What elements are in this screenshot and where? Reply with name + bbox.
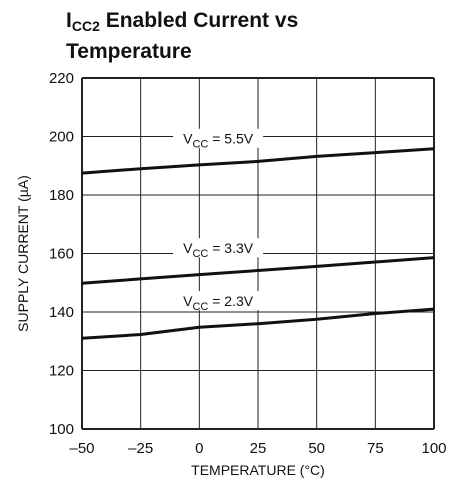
- y-axis-label: SUPPLY CURRENT (µA): [15, 175, 31, 332]
- series-line-2: [81, 256, 435, 285]
- x-tick-label: 75: [367, 440, 384, 457]
- y-tick-label: 180: [49, 187, 74, 204]
- series-label-3: VCC = 2.3V: [183, 293, 254, 313]
- series-labels: VCC = 5.5V VCC = 3.3V VCC = 2.3V: [173, 128, 264, 313]
- grid: [81, 77, 435, 430]
- y-tick-label: 100: [49, 421, 74, 438]
- x-tick-label: 50: [308, 440, 325, 457]
- title-line-1: ICC2 Enabled Current vs: [66, 9, 299, 34]
- series-label-1: VCC = 5.5V: [183, 131, 254, 151]
- y-tick-label: 120: [49, 363, 74, 380]
- title-main: I: [66, 9, 72, 32]
- x-tick-label: –50: [69, 440, 94, 457]
- series-line-3: [81, 307, 435, 340]
- chart-title: ICC2 Enabled Current vs Temperature: [66, 8, 298, 64]
- y-tick-label: 160: [49, 246, 74, 263]
- title-subscript: CC2: [71, 18, 100, 34]
- x-tick-label: 100: [421, 440, 446, 457]
- title-line-2: Temperature: [66, 40, 192, 63]
- tick-labels: –50 –25 0 25 50 75 100 100 120 140 160 180 200 220: [49, 70, 447, 457]
- title-line1-rest: Enabled Current vs: [99, 9, 299, 32]
- x-axis-label: TEMPERATURE (°C): [191, 462, 325, 478]
- series-line-1: [81, 147, 435, 175]
- y-tick-label: 140: [49, 304, 74, 321]
- y-tick-label: 220: [49, 70, 74, 87]
- series-lines: [81, 147, 435, 340]
- x-tick-label: 25: [250, 440, 267, 457]
- y-tick-label: 200: [49, 129, 74, 146]
- series-label-background: [173, 238, 264, 258]
- series-label-background: [173, 128, 264, 148]
- x-tick-label: –25: [128, 440, 153, 457]
- x-tick-label: 0: [195, 440, 203, 457]
- series-label-background: [173, 291, 264, 311]
- series-label-2: VCC = 3.3V: [183, 240, 254, 260]
